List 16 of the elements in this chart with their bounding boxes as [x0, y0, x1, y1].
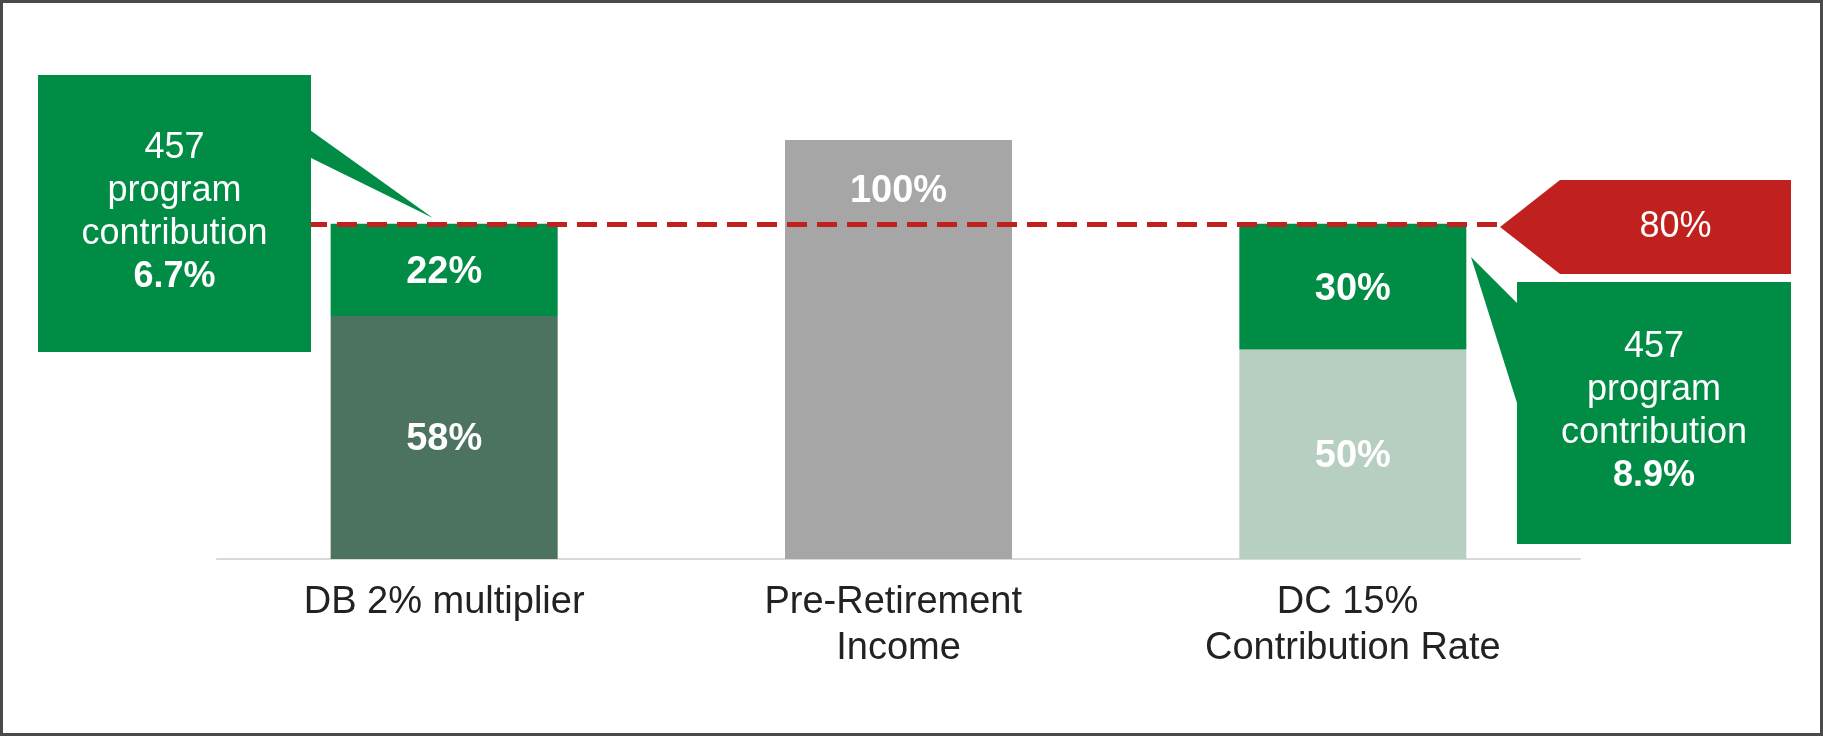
data-label: 22%: [406, 248, 483, 291]
data-label: 100%: [849, 168, 948, 210]
bar: [330, 223, 558, 316]
x-tick-label: Pre-Retirement Income: [764, 579, 1033, 667]
annotation: 457 program contribution 8.9%: [1560, 324, 1748, 494]
bar: [1239, 349, 1467, 559]
ref-line-label: 80%: [1638, 202, 1713, 246]
data-label: 50%: [1314, 433, 1391, 476]
bar: [785, 140, 1012, 559]
bar: [1239, 223, 1467, 350]
x-tick-label: DB 2% multiplier: [303, 579, 585, 621]
bar: [330, 315, 558, 559]
data-label: 58%: [406, 416, 483, 459]
x-tick-label: DC 15% Contribution Rate: [1204, 579, 1501, 667]
data-label: 30%: [1314, 265, 1391, 308]
annotation: 457 program contribution 6.7%: [81, 124, 268, 295]
